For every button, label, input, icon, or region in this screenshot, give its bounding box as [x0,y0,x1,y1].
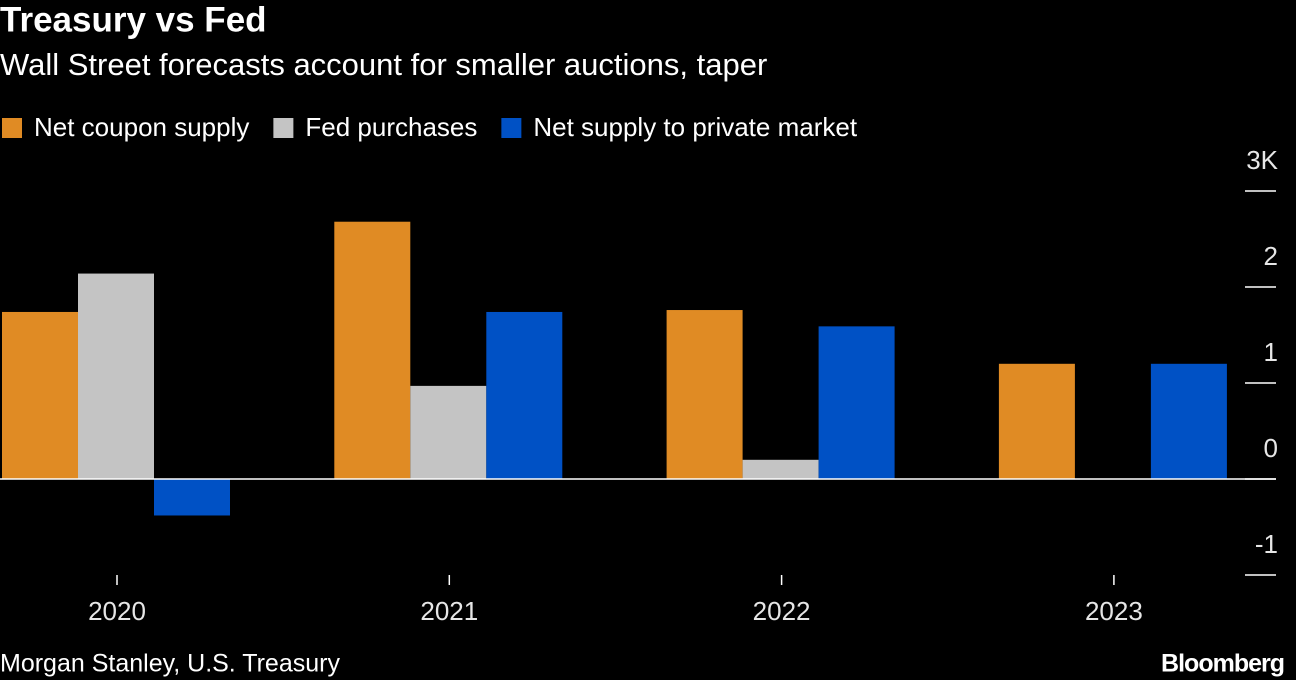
bar [2,311,78,479]
bar [998,363,1075,479]
x-tick-label: 2020 [88,596,146,626]
y-tick-label: 3K [1246,145,1278,175]
legend-label: Fed purchases [305,112,477,142]
y-tick-label: 2 [1264,241,1278,271]
chart-title: Treasury vs Fed [0,0,267,39]
source: Morgan Stanley, U.S. Treasury [0,650,340,678]
brand: Bloomberg [1161,650,1284,678]
legend-swatch [273,118,294,138]
y-tick-label: 0 [1264,433,1278,463]
bar [78,273,154,479]
bar [666,310,743,479]
legend-swatch [2,118,22,138]
x-tick-label: 2023 [1085,596,1143,626]
bar [742,459,819,479]
x-tick-label: 2021 [420,596,478,626]
legend-swatch [501,118,522,138]
y-tick-label: 1 [1264,337,1278,367]
legend-label: Net supply to private market [533,112,857,142]
bar [1150,363,1227,479]
legend-label: Net coupon supply [34,112,249,142]
bar [334,221,411,479]
chart-subtitle: Wall Street forecasts account for smalle… [0,47,767,82]
bar [486,311,563,479]
y-tick-label: -1 [1255,529,1278,559]
bar [154,479,230,516]
x-tick-label: 2022 [753,596,811,626]
bar [818,326,895,479]
bar [410,385,487,479]
